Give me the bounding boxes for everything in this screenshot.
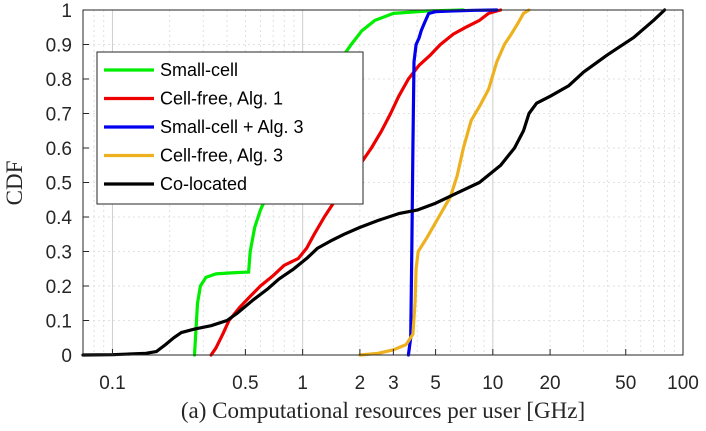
x-tick-label: 10	[482, 373, 503, 394]
x-tick-label: 20	[539, 373, 560, 394]
y-tick-label: 0.9	[46, 36, 72, 57]
x-tick-label: 1	[297, 373, 308, 394]
legend-label-cell-free-alg-1: Cell-free, Alg. 1	[160, 89, 283, 109]
x-tick-label: 5	[430, 373, 441, 394]
series-line-cell-free-alg-3	[358, 8, 531, 357]
y-tick-label: 0	[61, 346, 72, 367]
x-tick-label: 50	[615, 373, 636, 394]
x-tick-label: 0.5	[232, 373, 258, 394]
legend-label-small-cell: Small-cell	[160, 60, 238, 80]
y-tick-label: 0.5	[46, 174, 72, 195]
y-tick-labels: 0 0.1 0.2 0.3 0.4 0.5 0.6 0.7 0.8 0.9 1	[46, 1, 73, 367]
y-tick-label: 1	[61, 1, 72, 22]
x-tick-label: 0.1	[99, 373, 125, 394]
legend-label-co-located: Co-located	[160, 174, 247, 194]
x-tick-label: 2	[355, 373, 366, 394]
series-line-co-located	[81, 8, 667, 357]
axis-ticks	[83, 9, 684, 356]
x-tick-labels: 0.1 0.5 1 2 3 5 10 20 50 100	[99, 373, 699, 394]
legend-label-cell-free-alg-3: Cell-free, Alg. 3	[160, 146, 283, 166]
x-tick-label: 100	[667, 373, 699, 394]
series-line-small-cell-alg-3	[406, 8, 499, 357]
legend-label-small-cell-alg-3: Small-cell + Alg. 3	[160, 117, 304, 137]
legend: Small-cell Cell-free, Alg. 1 Small-cell + …	[96, 51, 364, 205]
y-tick-label: 0.4	[46, 208, 73, 229]
x-axis-title: (a) Computational resources per user [GH…	[181, 398, 585, 423]
y-tick-label: 0.2	[46, 277, 72, 298]
y-tick-label: 0.7	[46, 105, 72, 126]
y-tick-label: 0.1	[46, 312, 72, 333]
y-tick-label: 0.6	[46, 139, 72, 160]
y-tick-label: 0.8	[46, 70, 72, 91]
y-tick-label: 0.3	[46, 243, 72, 264]
y-axis-title: CDF	[2, 161, 27, 206]
x-tick-label: 3	[388, 373, 399, 394]
